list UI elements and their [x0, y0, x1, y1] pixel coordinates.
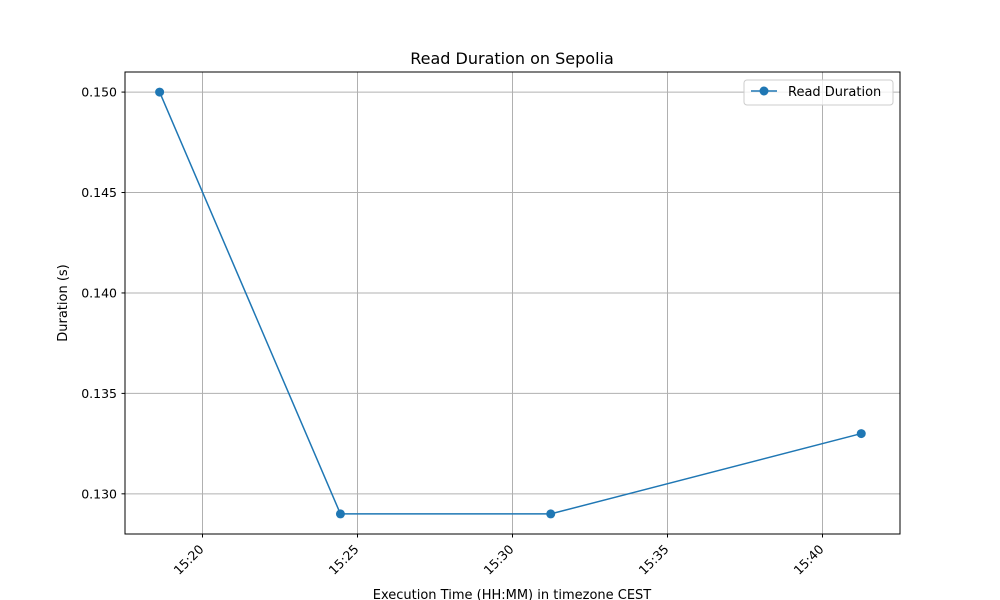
y-tick-label: 0.150: [81, 85, 117, 100]
legend-entry-label: Read Duration: [788, 85, 881, 100]
data-point: [155, 87, 165, 97]
legend: Read Duration: [743, 79, 894, 106]
data-point: [856, 429, 866, 439]
data-point: [335, 509, 345, 519]
data-point: [546, 509, 556, 519]
x-tick-label: 15:30: [481, 541, 517, 577]
grid-lines: [125, 72, 900, 534]
series-line: [158, 91, 862, 515]
chart-title: Read Duration on Sepolia: [410, 49, 614, 68]
y-tick-label: 0.130: [81, 486, 117, 501]
legend-box: [743, 79, 894, 106]
x-tick-label: 15:25: [326, 542, 362, 578]
series-layer: [155, 87, 866, 519]
x-tick-label: 15:20: [171, 541, 207, 577]
y-axis-label: Duration (s): [56, 264, 71, 342]
y-axis: 0.130 0.135 0.140 0.145 0.150: [81, 85, 125, 501]
legend-marker-swatch: [759, 86, 769, 96]
x-axis-label: Execution Time (HH:MM) in timezone CEST: [373, 588, 652, 600]
x-tick-label: 15:40: [791, 541, 827, 577]
y-tick-label: 0.135: [81, 386, 117, 401]
y-tick-label: 0.145: [81, 185, 117, 200]
x-axis: 15:20 15:25 15:30 15:35 15:40: [171, 534, 827, 578]
x-tick-label: 15:35: [636, 542, 672, 578]
y-tick-label: 0.140: [81, 285, 117, 300]
